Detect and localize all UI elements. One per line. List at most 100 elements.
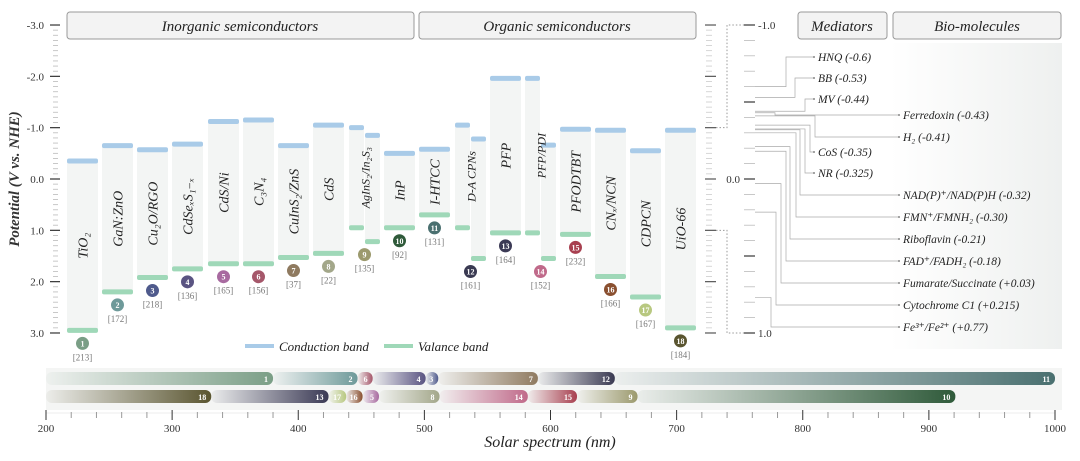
material-reference: [166] (601, 299, 621, 309)
potential-connector (755, 297, 899, 328)
material-column: C₃N₄ 6 [156] (243, 117, 274, 296)
valence-band (595, 274, 626, 280)
material-number: 9 (363, 251, 367, 260)
scale-zoom-bracket (716, 229, 744, 334)
connector-dot (898, 282, 900, 284)
absorption-range-label: 4 (417, 375, 421, 384)
band-gap-region (490, 78, 521, 233)
band-gap-region (384, 153, 415, 228)
valence-band (630, 294, 661, 300)
connector-dot (898, 216, 900, 218)
material-number-badge (181, 275, 194, 289)
material-reference: [37] (286, 280, 301, 290)
material-name: I-HTCC (429, 158, 444, 206)
connector-dot (898, 238, 900, 240)
material-reference: [167] (636, 319, 656, 329)
material-number: 1 (81, 339, 85, 348)
material-column: AgInS₂/In₂S₃ 9 [135] (349, 125, 380, 274)
material-name: PFP/PDI (535, 132, 549, 179)
band-gap-region (208, 121, 239, 264)
redox-potential-panel: -1.0 0.0 1.0 HNQ (-0.6) BB (-0.53) MV (-0.44)… (716, 20, 1035, 340)
material-name: InP (394, 180, 409, 202)
material-column: CNₓ/NCN 16 [166] (595, 127, 626, 309)
conduction-band (243, 117, 274, 123)
material-number: 14 (537, 268, 545, 277)
conduction-band (208, 119, 239, 125)
material-name: CNₓ/NCN (605, 175, 620, 230)
y-tick-label: 3.0 (30, 328, 44, 340)
conduction-band (490, 75, 521, 81)
absorption-range-label: 17 (333, 393, 341, 402)
valence-band (365, 239, 380, 245)
valence-band (525, 230, 540, 236)
material-column: CdS 8 [22] (313, 122, 344, 285)
connector-dot (898, 304, 900, 306)
material-reference: [218] (143, 300, 163, 310)
material-name: CDPCN (640, 200, 655, 247)
conduction-band (313, 122, 344, 128)
biomolecule-label: FAD⁺/FADH₂ (-0.18) (902, 256, 1001, 268)
absorption-range-bar (614, 372, 1055, 385)
material-number-badge (569, 240, 582, 254)
spectrum-x-label: Solar spectrum (nm) (484, 434, 616, 451)
spectrum-tick-label: 400 (290, 423, 307, 435)
material-reference: [184] (671, 350, 691, 360)
valence-band (455, 225, 470, 231)
material-name: UiO-66 (675, 208, 690, 251)
y-tick-label: -2.0 (27, 71, 45, 83)
connector-dot (898, 326, 900, 328)
right-tick-label: -1.0 (758, 20, 776, 32)
material-column: CDPCN 17 [167] (630, 148, 661, 329)
band-gap-region (455, 125, 470, 228)
header-inorganic: Inorganic semiconductors (66, 11, 415, 40)
y-tick-label: 1.0 (30, 225, 44, 237)
conduction-band (541, 142, 556, 148)
material-number: 6 (257, 273, 261, 282)
valence-band (490, 230, 521, 236)
header-mediators-label: Mediators (810, 19, 873, 35)
connector-dot (813, 151, 815, 153)
valence-band (278, 255, 309, 261)
material-number: 8 (327, 262, 331, 271)
conduction-band (384, 150, 415, 156)
material-name: CdSeₓS₁₋ₓ (182, 178, 197, 235)
absorption-range-label: 14 (515, 393, 523, 402)
potential-connector (755, 129, 899, 196)
material-reference: [136] (178, 291, 198, 301)
absorption-range-bar (46, 372, 274, 385)
valence-band (313, 250, 344, 256)
band-gap-region (365, 135, 380, 242)
valence-band (349, 225, 364, 231)
absorption-range-bar (637, 390, 956, 403)
conduction-band (471, 136, 486, 142)
material-number: 10 (396, 237, 404, 246)
header-mediators: Mediators (797, 11, 888, 40)
material-column: UiO-66 18 [184] (665, 127, 696, 360)
material-number: 2 (116, 301, 120, 310)
conduction-band (630, 148, 661, 154)
potential-connector (755, 146, 899, 240)
band-gap-region (525, 78, 540, 233)
conduction-band (172, 141, 203, 147)
biomolecule-label: Ferredoxin (-0.43) (902, 110, 989, 122)
connector-dot (898, 260, 900, 262)
material-number-badge (393, 234, 406, 248)
material-number: 3 (151, 287, 155, 296)
bio-panel-background (890, 43, 1062, 349)
absorption-range-bar (438, 372, 538, 385)
material-reference: [22] (321, 275, 336, 285)
material-column: GaN:ZnO 2 [172] (102, 143, 133, 324)
mediator-label: NR (-0.325) (817, 168, 873, 180)
material-column: TiO₂ 1 [213] (67, 158, 98, 362)
potential-connector (755, 211, 899, 306)
absorption-range-bar (273, 372, 358, 385)
material-name: PFP (500, 142, 515, 169)
conduction-band (419, 146, 450, 152)
potential-connector (755, 112, 899, 116)
material-number-badge (534, 265, 547, 279)
material-number-badge (358, 248, 371, 262)
band-gap-region (630, 150, 661, 298)
material-column: CdSeₓS₁₋ₓ 4 [136] (172, 141, 203, 301)
material-column: PFP/PDI 14 [152] (525, 75, 556, 291)
material-number-badge (428, 221, 441, 235)
